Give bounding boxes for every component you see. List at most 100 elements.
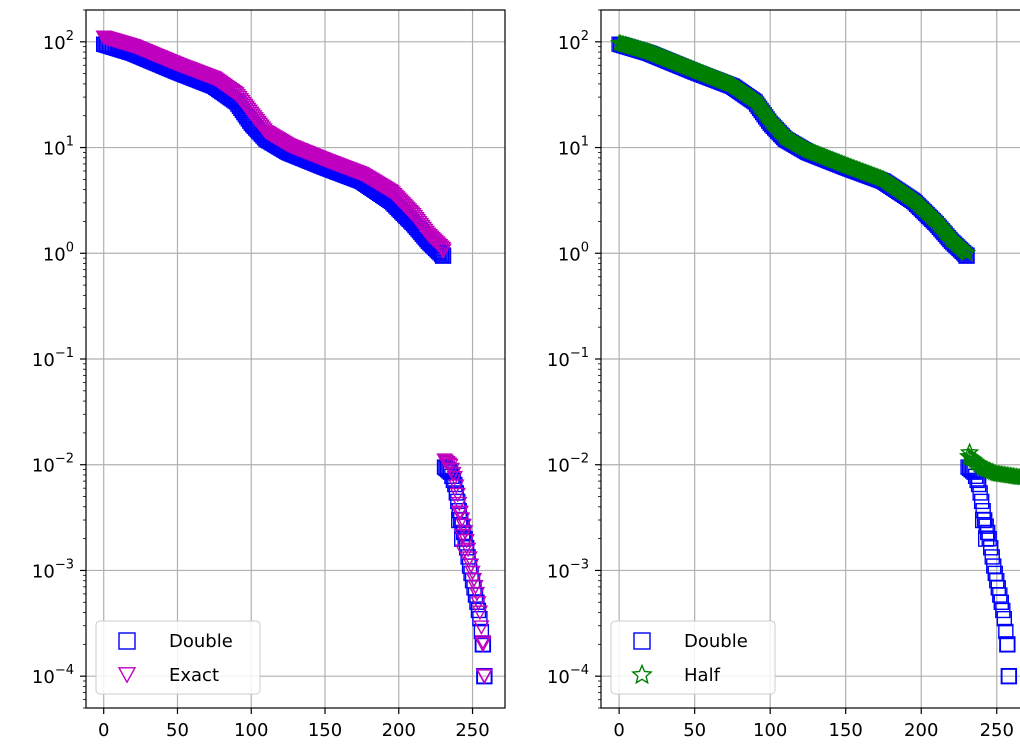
x-tick-label: 250: [980, 720, 1014, 741]
data-point: [1000, 667, 1018, 685]
x-tick-label: 100: [753, 720, 787, 741]
data-point: [470, 596, 487, 611]
data-point: [999, 636, 1016, 653]
x-tick-label: 50: [166, 720, 189, 741]
data-point: [462, 558, 480, 574]
legend: Double Half: [610, 620, 776, 695]
data-point: [999, 636, 1016, 653]
y-tick-label: 101: [558, 135, 589, 160]
data-point: [461, 551, 478, 567]
legend-marker-half: [631, 663, 653, 685]
data-point: [468, 586, 486, 602]
data-point: [975, 502, 991, 519]
data-point: [453, 528, 471, 545]
legend-marker-double: [118, 632, 136, 650]
legend-label-half: Half: [684, 665, 721, 686]
y-tick-label: 102: [43, 29, 74, 54]
data-point: [474, 636, 492, 653]
data-point: [433, 246, 450, 262]
data-point: [448, 479, 465, 495]
legend-box: [610, 620, 776, 695]
series-double: [611, 36, 1018, 685]
legend-label-exact: Exact: [169, 665, 219, 686]
x-tick-label: 200: [904, 720, 938, 741]
data-point: [467, 579, 484, 595]
data-point: [977, 530, 995, 547]
grid: [601, 10, 1020, 708]
x-tick-label: 250: [455, 720, 489, 741]
data-point: [474, 635, 492, 650]
data-point: [450, 505, 468, 522]
legend: Double Exact: [95, 620, 261, 695]
data-point: [459, 542, 477, 558]
plot-area: [609, 33, 1020, 685]
data-point: [931, 217, 951, 235]
plot-area: [95, 30, 494, 685]
data-point: [449, 487, 466, 503]
data-point: [937, 224, 957, 242]
data-point: [973, 493, 990, 510]
x-tick-label: 50: [683, 720, 706, 741]
data-point: [998, 623, 1014, 640]
data-point: [956, 243, 977, 262]
data-point: [928, 213, 948, 232]
data-point: [451, 496, 468, 512]
data-point: [993, 594, 1009, 610]
data-point: [934, 220, 954, 239]
legend-label-double: Double: [684, 631, 748, 652]
data-point: [432, 245, 448, 261]
y-tick-label: 10−3: [547, 557, 589, 582]
data-point: [983, 540, 999, 556]
right-chart-panel: 0 50 100 150 200 250 102 101 100 10−1 10−2 10−3 10−4…: [547, 9, 1020, 741]
y-tick-label: 10−2: [547, 452, 589, 477]
data-point: [995, 602, 1011, 619]
y-tick-label: 10−2: [32, 452, 74, 477]
legend-label-double: Double: [169, 631, 233, 652]
data-point: [759, 108, 778, 127]
legend-box: [95, 620, 261, 695]
data-point: [220, 81, 238, 97]
data-point: [381, 184, 399, 199]
series-double: [96, 36, 493, 685]
data-point: [974, 511, 992, 529]
data-point: [927, 211, 946, 230]
data-point: [448, 485, 465, 501]
y-tick-label: 100: [43, 240, 74, 265]
y-tick-label: 10−1: [32, 346, 74, 371]
data-point: [464, 565, 481, 581]
data-point: [970, 476, 987, 493]
x-tick-label: 150: [829, 720, 863, 741]
y-tick-label: 10−4: [547, 663, 589, 688]
x-tick-label: 0: [613, 720, 624, 741]
y-tick-label: 100: [558, 240, 589, 265]
left-chart-panel: 0 50 100 150 200 250 102 101 100 10−1 10−2 10−3 10−4…: [32, 9, 506, 741]
data-point: [469, 594, 485, 610]
data-point: [434, 241, 452, 257]
data-point: [434, 243, 452, 260]
data-point: [925, 210, 944, 228]
data-point: [933, 219, 952, 237]
data-point: [959, 442, 980, 461]
y-tick-label: 101: [43, 135, 74, 160]
data-point: [978, 518, 994, 534]
data-point: [472, 610, 488, 627]
data-point: [936, 222, 955, 241]
x-tick-label: 0: [98, 720, 109, 741]
x-tick-label: 100: [234, 720, 268, 741]
y-tick-label: 102: [558, 29, 589, 54]
data-point: [984, 549, 1000, 565]
data-point: [473, 620, 490, 636]
y-tick-label: 10−4: [32, 663, 74, 688]
data-point: [996, 610, 1013, 627]
x-tick-label: 200: [382, 720, 416, 741]
y-tick-label: 10−3: [32, 557, 74, 582]
grid: [86, 10, 505, 708]
data-point: [473, 623, 490, 640]
data-point: [458, 540, 475, 556]
data-point: [955, 242, 975, 260]
data-point: [446, 470, 464, 486]
series-half: [609, 33, 1020, 486]
data-point: [465, 572, 483, 588]
data-point: [930, 215, 949, 233]
